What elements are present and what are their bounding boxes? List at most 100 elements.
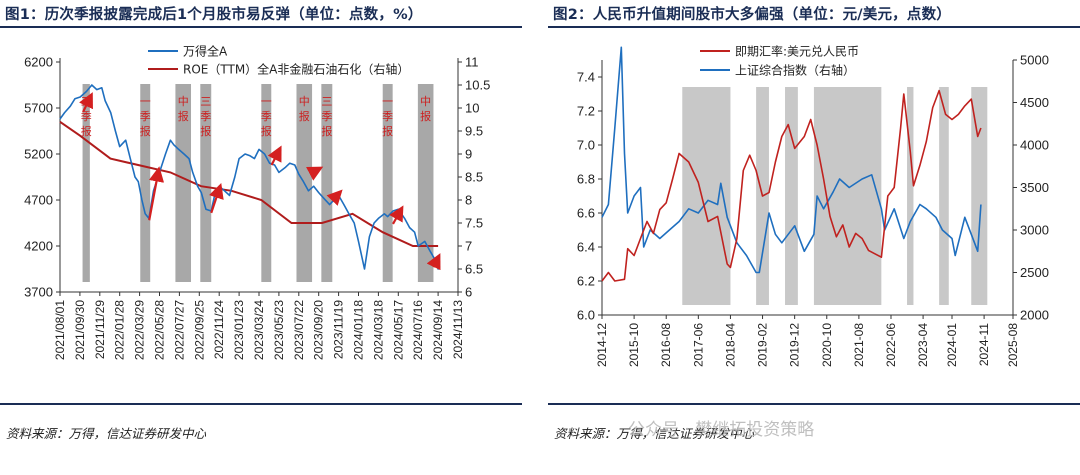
chart-1: 三季报一季报中报三季报一季报中报三季报一季报中报6200570052004700…: [24, 44, 490, 361]
report-band: [261, 84, 272, 282]
usdcny-line: [601, 89, 982, 282]
report-band-label: 三季报: [321, 95, 332, 138]
x-tick-label: 2023/11/19: [332, 300, 346, 359]
figure-1-top-rule: [0, 26, 522, 28]
left-tick-label: 5200: [24, 147, 53, 162]
x-tick-label: 2024/11/13: [451, 300, 465, 359]
report-band-label-char: 中: [420, 95, 431, 108]
figure-1-title: 图1：历次季报披露完成后1个月股市易反弹（单位：点数，%）: [5, 7, 423, 23]
x-tick-label: 2017-06: [691, 323, 705, 367]
chart-2: 7.4 7.2 7.0 6.8 6.6 6.4 6.2 6.0 5000 4500 4000 3500…: [577, 44, 1049, 368]
report-band-label: 中报: [178, 95, 189, 123]
x-tick-label: 2022/11/24: [212, 300, 226, 359]
report-band: [200, 84, 212, 282]
report-band-label: 一季报: [140, 95, 151, 138]
right-tick-label: 6.5: [465, 262, 483, 277]
report-band-label: 三季报: [200, 95, 211, 138]
x-tick-label: 2019-02: [756, 323, 770, 367]
report-band: [140, 84, 151, 282]
appreciation-band: [907, 87, 914, 305]
figure-2: 图2：人民币升值期间股市大多偏强（单位：元/美元，点数） 7.4 7.2 7.0 6.…: [548, 0, 1080, 475]
x-tick-label: 2021/11/29: [93, 300, 107, 359]
rebound-arrow: [306, 166, 324, 181]
left-tick-label: 6.8: [577, 172, 595, 187]
right-tick-label: 7.5: [465, 216, 483, 231]
report-band-label-char: 中: [178, 95, 189, 108]
report-band-label-char: 报: [178, 109, 189, 123]
x-tick-label: 2023-04: [916, 323, 930, 367]
x-tick-label: 2022/01/28: [113, 300, 127, 360]
report-band-label-char: 报: [261, 124, 272, 138]
report-band-label-char: 季: [140, 110, 151, 123]
x-tick-label: 2023/07/22: [292, 300, 306, 360]
report-band-label-char: 一: [140, 95, 151, 108]
report-band-label: 一季报: [382, 95, 393, 138]
report-band-label: 一季报: [261, 95, 272, 138]
right-tick-label: 2000: [1020, 308, 1049, 323]
right-tick-label: 9: [465, 147, 472, 162]
x-tick-label: 2024/03/18: [371, 300, 385, 360]
figure-2-title: 图2：人民币升值期间股市大多偏强（单位：元/美元，点数）: [553, 7, 951, 23]
rebound-arrow: [267, 145, 282, 166]
x-tick-label: 2024/01/18: [352, 300, 366, 360]
right-tick-label: 11: [465, 55, 479, 70]
left-tick-label: 6.0: [577, 308, 595, 323]
report-band: [321, 84, 333, 282]
report-band-label-char: 三: [200, 95, 211, 108]
report-band-label-char: 季: [81, 110, 92, 123]
figure-1: 图1：历次季报披露完成后1个月股市易反弹（单位：点数，%） 三季报 一季报 中报 三季…: [0, 0, 522, 475]
right-tick-label: 2500: [1020, 265, 1049, 280]
figure-1-bottom-rule: [0, 403, 522, 405]
report-band-label-char: 一: [261, 95, 272, 108]
report-band-label-char: 中: [299, 95, 310, 108]
rebound-arrow: [148, 166, 165, 221]
rebound-arrow: [326, 189, 343, 206]
x-tick-label: 2024-11: [977, 323, 991, 366]
report-band-label-char: 报: [200, 124, 211, 138]
appreciation-band: [939, 87, 949, 305]
report-band-label-char: 三: [321, 95, 332, 108]
x-tick-label: 2023/03/24: [252, 300, 266, 360]
rebound-arrow: [209, 182, 224, 214]
right-tick-label: 8: [465, 193, 472, 208]
figure-2-source: 资料来源：万得，信达证券研发中心: [554, 426, 755, 441]
left-tick-label: 3700: [24, 285, 53, 300]
appreciation-band: [785, 87, 798, 305]
report-band-label: 三季报: [81, 95, 92, 138]
right-tick-label: 5000: [1020, 53, 1049, 68]
report-band-label-char: 报: [299, 109, 310, 123]
right-tick-label: 7: [465, 239, 472, 254]
left-tick-label: 7.2: [577, 104, 595, 119]
watermark-text: 公众号 · 樊继拓投资策略: [628, 420, 815, 440]
report-band-label-char: 季: [382, 110, 393, 123]
report-band-label-char: 报: [81, 124, 92, 138]
appreciation-band: [971, 87, 988, 305]
report-band-label-char: 季: [321, 110, 332, 123]
x-tick-label: 2022/03/29: [133, 300, 147, 360]
x-tick-label: 2021/08/01: [53, 300, 67, 360]
x-tick-label: 2015-10: [627, 323, 641, 367]
left-tick-label: 6200: [24, 55, 53, 70]
report-band-label-char: 报: [321, 124, 332, 138]
x-tick-label: 2018-04: [723, 323, 737, 367]
figure-2-top-rule: [548, 26, 1080, 28]
left-tick-label: 5700: [24, 101, 53, 116]
rebound-arrow: [389, 205, 404, 225]
legend-usdcny-label: 即期汇率:美元兑人民币: [735, 44, 859, 59]
report-band-label-char: 季: [261, 110, 272, 123]
report-band: [175, 84, 192, 282]
report-band: [82, 84, 90, 282]
left-tick-label: 4700: [24, 193, 53, 208]
x-tick-label: 2016-08: [659, 323, 673, 367]
watermark: 公众号 · 樊继拓投资策略: [628, 415, 814, 440]
x-tick-label: 2019-12: [788, 323, 802, 367]
x-tick-label: 2021/09/30: [73, 300, 87, 360]
right-tick-label: 8.5: [465, 170, 483, 185]
x-tick-label: 2024-01: [945, 323, 959, 367]
right-tick-label: 3000: [1020, 223, 1049, 238]
sse-composite-line: [601, 46, 982, 274]
figure-1-source: 资料来源：万得，信达证券研发中心: [6, 426, 207, 441]
report-band: [382, 84, 393, 282]
right-tick-label: 4000: [1020, 138, 1049, 153]
left-tick-label: 6.4: [577, 240, 595, 255]
